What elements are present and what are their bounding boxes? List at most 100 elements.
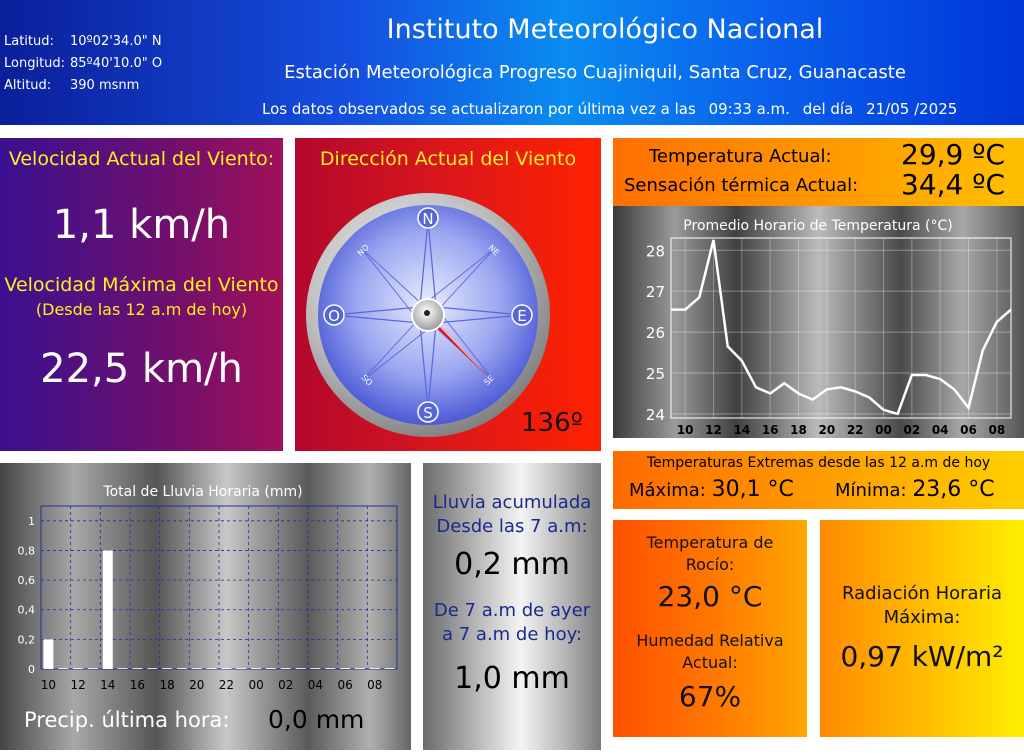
dew-point-panel: Temperatura de Rocío: 23,0 °C Humedad Re… — [613, 520, 807, 737]
rain-bar — [191, 668, 202, 669]
dew-point-value: 23,0 °C — [657, 580, 763, 613]
extremes-min-value: 23,6 °C — [912, 477, 995, 502]
yesterday-rain-value: 1,0 mm — [454, 661, 570, 696]
rain-bar — [147, 668, 158, 669]
temperature-y-tick: 28 — [646, 242, 665, 260]
last-update: Los datos observados se actualizaron por… — [262, 100, 965, 118]
rain-chart-panel: Total de Lluvia Horaria (mm) 0 0,2 0,4 0,6 0… — [0, 463, 411, 750]
rain-bar — [102, 550, 113, 669]
rain-x-tick: 16 — [130, 678, 145, 692]
longitude-value: 85º40'10.0" O — [70, 56, 163, 71]
rain-bar — [354, 668, 365, 669]
feels-like-value: 34,4 ºC — [901, 168, 1005, 201]
rain-bar — [206, 668, 217, 669]
altitude-row: Altitud: 390 msnm — [4, 78, 139, 93]
latitude-label: Latitud: — [4, 34, 54, 49]
temperature-x-tick: 10 — [677, 423, 694, 437]
update-day-label: del día — [802, 100, 854, 118]
precip-last-hour-value: 0,0 mm — [268, 705, 365, 734]
temperature-current-value: 29,9 ºC — [901, 138, 1005, 171]
rain-x-tick: 18 — [159, 678, 174, 692]
rain-y-tick: 1 — [28, 515, 35, 528]
extremes-max: Máxima: 30,1 °C — [629, 477, 794, 502]
rain-x-tick: 08 — [367, 678, 382, 692]
temperature-x-tick: 20 — [818, 423, 835, 437]
altitude-label: Altitud: — [4, 78, 52, 93]
rain-bar — [132, 668, 143, 669]
temperature-chart-frame — [670, 237, 1012, 419]
institute-title: Instituto Meteorológico Nacional — [386, 14, 824, 45]
station-name: Estación Meteorológica Progreso Cuajiniq… — [284, 62, 906, 83]
accumulated-rain-panel: Lluvia acumulada Desde las 7 a.m: 0,2 mm… — [423, 463, 601, 750]
update-text: Los datos observados se actualizaron por… — [262, 100, 696, 118]
wind-max-value: 22,5 km/h — [40, 346, 243, 392]
rain-bar — [265, 668, 276, 669]
longitude-row: Longitud: 85º40'10.0" O — [4, 56, 162, 71]
temperature-current-label: Temperatura Actual: — [649, 146, 832, 167]
wind-max-subtitle: (Desde las 12 a.m de hoy) — [35, 300, 248, 319]
wind-speed-value: 1,1 km/h — [52, 202, 231, 248]
rain-bar — [295, 668, 306, 669]
rain-bar — [280, 668, 291, 669]
accumulated-rain-title: Lluvia acumulada Desde las 7 a.m: — [432, 492, 592, 537]
compass-hub-dot — [424, 310, 430, 316]
temperature-x-tick: 00 — [875, 423, 892, 437]
temperature-chart: Promedio Horario de Temperatura (°C) 24 2… — [646, 218, 1012, 437]
update-time: 09:33 a.m. — [708, 100, 790, 118]
temperature-y-tick: 27 — [646, 283, 665, 301]
radiation-title: Radiación Horaria Máxima: — [841, 583, 1003, 628]
wind-direction-title: Dirección Actual del Viento — [319, 148, 577, 170]
extremes-min: Mínima: 23,6 °C — [835, 477, 995, 502]
extremes-max-value: 30,1 °C — [711, 477, 794, 502]
humidity-title: Humedad Relativa Actual: — [636, 631, 784, 672]
temperature-x-tick: 12 — [705, 423, 722, 437]
rain-x-tick: 10 — [41, 678, 56, 692]
temperature-x-tick: 16 — [762, 423, 779, 437]
compass-s: S — [423, 404, 433, 422]
rain-chart: Total de Lluvia Horaria (mm) 0 0,2 0,4 0,6 0… — [18, 484, 398, 692]
rain-x-tick: 20 — [189, 678, 204, 692]
rain-bar — [73, 668, 84, 669]
rain-bar — [87, 668, 98, 669]
rain-bar — [117, 668, 128, 669]
rain-bar — [310, 668, 321, 669]
temperature-x-tick: 08 — [988, 423, 1005, 437]
temperature-x-tick: 22 — [847, 423, 864, 437]
rain-x-tick: 02 — [278, 678, 293, 692]
radiation-value: 0,97 kW/m² — [840, 640, 1004, 673]
altitude-value: 390 msnm — [70, 78, 140, 93]
rain-bar — [162, 668, 173, 669]
rain-x-tick: 00 — [248, 678, 263, 692]
rain-bar — [176, 668, 187, 669]
temperature-x-tick: 18 — [790, 423, 807, 437]
compass-n: N — [422, 210, 433, 228]
rain-y-tick: 0,2 — [18, 633, 36, 646]
extremes-min-label: Mínima: — [835, 480, 907, 501]
temperature-y-tick: 24 — [646, 406, 665, 424]
temperature-y-tick: 25 — [646, 365, 665, 383]
temperature-x-tick: 02 — [903, 423, 920, 437]
extremes-title: Temperaturas Extremas desde las 12 a.m d… — [646, 455, 991, 471]
temperature-panel: Temperatura Actual: 29,9 ºC Sensación té… — [613, 138, 1024, 206]
dew-point-title: Temperatura de Rocío: — [646, 533, 774, 574]
rain-x-tick: 14 — [100, 678, 115, 692]
temperature-x-tick: 14 — [733, 423, 750, 437]
temperature-series-line — [671, 239, 1012, 416]
latitude-value: 10º02'34.0" N — [70, 34, 162, 49]
temperature-y-tick: 26 — [646, 324, 665, 342]
latitude-row: Latitud: 10º02'34.0" N — [4, 34, 162, 49]
rain-chart-title: Total de Lluvia Horaria (mm) — [102, 484, 302, 500]
wind-speed-title: Velocidad Actual del Viento: — [8, 148, 275, 170]
rain-bar — [384, 668, 395, 669]
rain-x-tick: 06 — [337, 678, 352, 692]
humidity-value: 67% — [678, 680, 742, 713]
header-banner: Latitud: 10º02'34.0" N Longitud: 85º40'10.… — [0, 0, 1024, 125]
extremes-max-label: Máxima: — [629, 480, 706, 501]
rain-bar — [221, 668, 232, 669]
rain-bar — [369, 668, 380, 669]
rain-bar — [340, 668, 351, 669]
rain-y-tick: 0,8 — [18, 544, 36, 557]
rain-y-tick: 0 — [28, 663, 35, 676]
rain-bar — [43, 639, 54, 669]
precip-last-hour-label: Precip. última hora: — [24, 708, 230, 732]
